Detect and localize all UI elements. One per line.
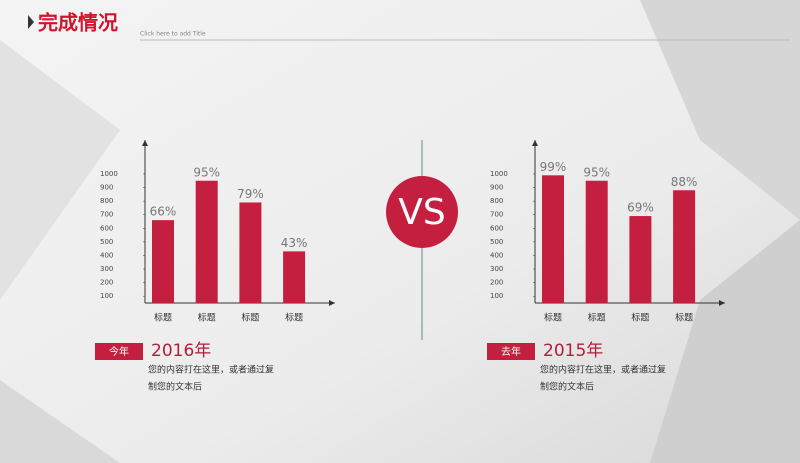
bar bbox=[629, 216, 652, 303]
y-tick-label: 800 bbox=[490, 197, 503, 205]
bar bbox=[542, 175, 564, 303]
value-label: 66% bbox=[150, 205, 177, 219]
value-label: 79% bbox=[237, 187, 264, 201]
axis-arrow bbox=[329, 300, 335, 306]
description: 制您的文本后 bbox=[148, 381, 202, 393]
axis-arrow bbox=[532, 140, 538, 146]
axis-arrow bbox=[142, 140, 148, 146]
x-tick-label: 标题 bbox=[198, 312, 216, 324]
bar bbox=[152, 220, 174, 303]
bar bbox=[283, 251, 306, 303]
x-tick-label: 标题 bbox=[588, 312, 606, 324]
y-tick-label: 200 bbox=[490, 279, 503, 287]
value-label: 43% bbox=[281, 236, 308, 250]
y-tick-label: 300 bbox=[100, 265, 113, 273]
description: 制您的文本后 bbox=[540, 381, 594, 393]
x-tick-label: 标题 bbox=[154, 312, 172, 324]
subtitle: Click here to add Title bbox=[140, 31, 206, 38]
y-tick-label: 100 bbox=[100, 292, 113, 300]
y-tick-label: 700 bbox=[100, 211, 113, 219]
y-tick-label: 900 bbox=[100, 184, 113, 192]
bar bbox=[585, 180, 608, 303]
value-label: 95% bbox=[193, 165, 220, 179]
y-tick-label: 500 bbox=[100, 238, 113, 246]
bar bbox=[673, 190, 696, 303]
y-tick-label: 400 bbox=[100, 251, 113, 259]
y-tick-label: 600 bbox=[100, 224, 113, 232]
bar bbox=[239, 202, 262, 303]
value-label: 69% bbox=[627, 201, 654, 215]
y-tick-label: 800 bbox=[100, 197, 113, 205]
value-label: 88% bbox=[671, 175, 698, 189]
y-tick-label: 300 bbox=[490, 265, 503, 273]
badge bbox=[95, 343, 143, 360]
axis-arrow bbox=[719, 300, 725, 306]
x-tick-label: 标题 bbox=[241, 312, 259, 324]
vs-circle bbox=[386, 176, 458, 248]
header-marker bbox=[28, 15, 34, 29]
bg-shape bbox=[0, 40, 120, 300]
year: 2016年 bbox=[151, 341, 211, 361]
x-tick-label: 标题 bbox=[544, 312, 562, 324]
x-tick-label: 标题 bbox=[675, 312, 693, 324]
x-tick-label: 标题 bbox=[285, 312, 303, 324]
title: 完成情况 bbox=[38, 11, 118, 35]
x-tick-label: 标题 bbox=[631, 312, 649, 324]
badge bbox=[487, 343, 535, 360]
y-tick-label: 1000 bbox=[490, 170, 508, 178]
bg-shape bbox=[640, 0, 800, 220]
bar bbox=[195, 180, 218, 303]
bg-shape bbox=[0, 380, 120, 463]
y-tick-label: 1000 bbox=[100, 170, 118, 178]
vs-text: VS bbox=[398, 192, 445, 233]
value-label: 99% bbox=[540, 160, 567, 174]
y-tick-label: 400 bbox=[490, 251, 503, 259]
badge-text: 今年 bbox=[109, 345, 129, 358]
badge-text: 去年 bbox=[501, 345, 521, 358]
y-tick-label: 900 bbox=[490, 184, 503, 192]
bg-shape bbox=[650, 220, 800, 463]
year: 2015年 bbox=[543, 341, 603, 361]
y-tick-label: 100 bbox=[490, 292, 503, 300]
y-tick-label: 500 bbox=[490, 238, 503, 246]
y-tick-label: 600 bbox=[490, 224, 503, 232]
y-tick-label: 700 bbox=[490, 211, 503, 219]
description: 您的内容打在这里，或者通过复 bbox=[148, 364, 274, 376]
value-label: 95% bbox=[583, 165, 610, 179]
description: 您的内容打在这里，或者通过复 bbox=[540, 364, 666, 376]
y-tick-label: 200 bbox=[100, 279, 113, 287]
